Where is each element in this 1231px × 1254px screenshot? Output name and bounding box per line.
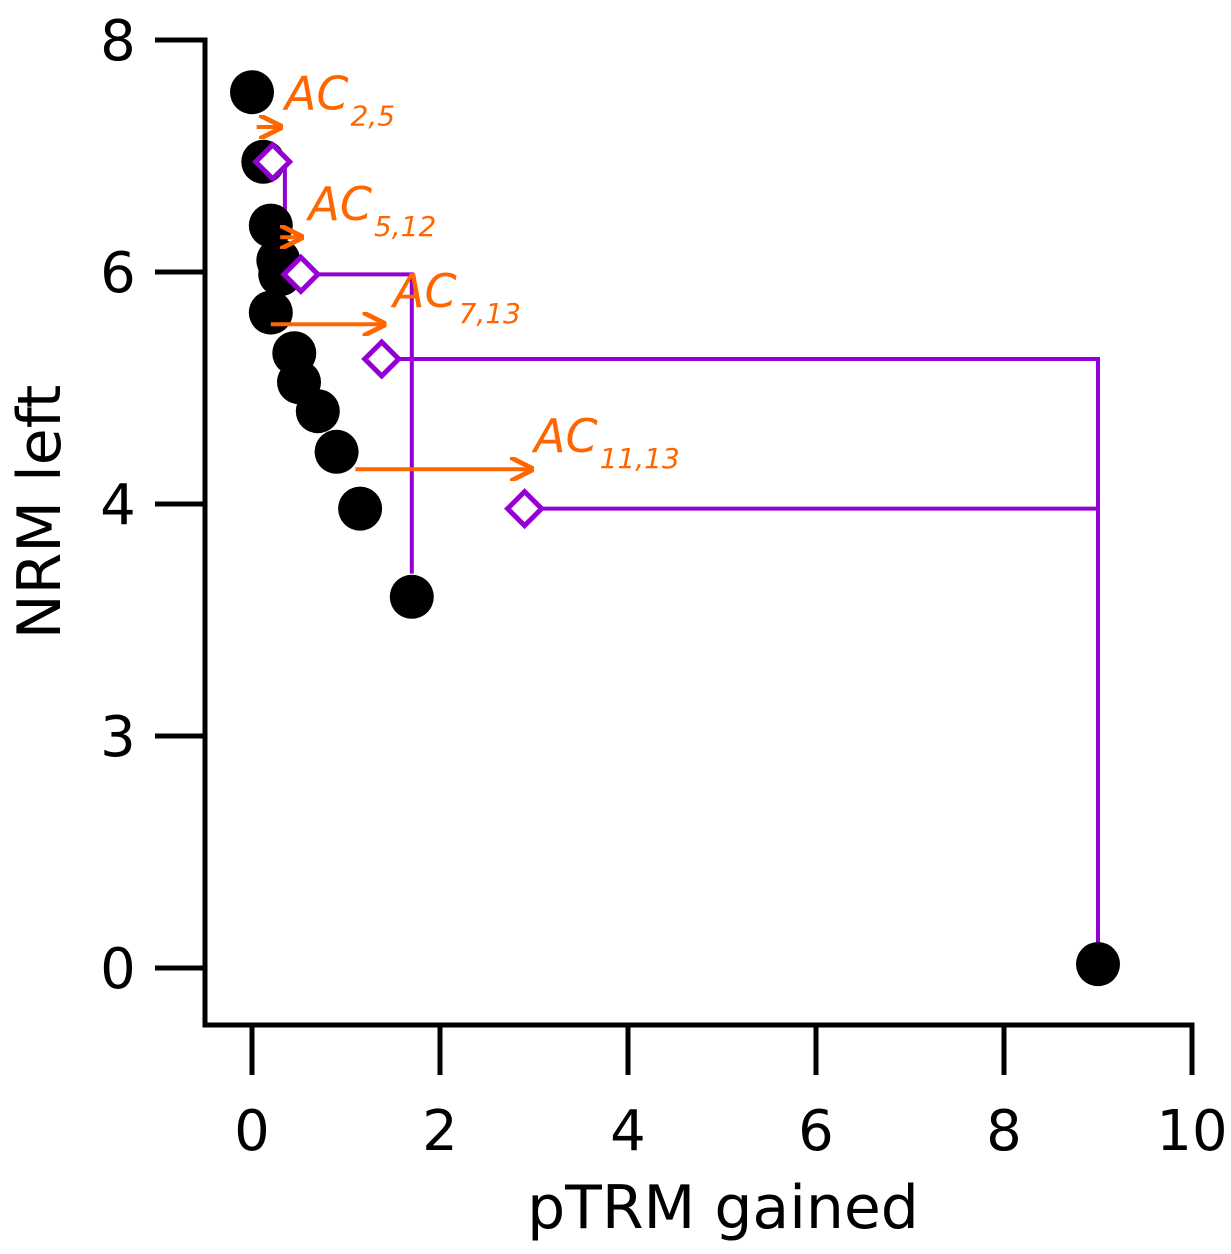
x-tick-label: 2 <box>422 1099 458 1164</box>
data-point <box>230 70 274 115</box>
data-point <box>1076 942 1120 987</box>
ac-label-main: AC <box>531 409 598 463</box>
data-point <box>258 252 303 297</box>
x-tick-label: 6 <box>798 1099 834 1164</box>
y-tick-label: 3 <box>100 705 136 770</box>
x-tick-label: 10 <box>1156 1099 1227 1164</box>
ac-label-subscript: 7,13 <box>459 297 521 330</box>
y-tick-label: 8 <box>100 9 136 74</box>
y-tick-label: 0 <box>100 937 136 1002</box>
data-points <box>230 70 1120 987</box>
ptrm-check-points <box>252 141 546 530</box>
x-tick-label: 8 <box>986 1099 1022 1164</box>
y-tick-label: 4 <box>100 473 136 538</box>
ac-label-subscript: 11,13 <box>600 442 680 475</box>
ac-label: AC7,13 <box>390 264 521 330</box>
y-tick-label: 6 <box>100 241 136 306</box>
ptrm-check-point <box>252 141 294 183</box>
ac-label-subscript: 2,5 <box>350 100 395 133</box>
data-point <box>314 429 359 474</box>
data-point <box>338 486 383 531</box>
ac-label-subscript: 5,12 <box>374 210 436 243</box>
ptrm-check-point <box>504 488 546 530</box>
ptrm-check-point <box>361 338 403 380</box>
ptrm-check-point <box>280 253 322 295</box>
data-point <box>295 389 340 434</box>
axes: 0 2 4 6 8 10 0 3 4 6 8 <box>100 9 1227 1164</box>
ac-label: AC2,5 <box>282 67 395 133</box>
ac-label-main: AC <box>390 264 457 318</box>
ac-label: AC11,13 <box>531 409 680 475</box>
x-tick-label: 0 <box>234 1099 270 1164</box>
ac-label-main: AC <box>305 177 372 231</box>
ac-label: AC5,12 <box>305 177 436 243</box>
x-axis-title: pTRM gained <box>527 1173 919 1243</box>
data-point <box>389 574 434 619</box>
check-bracket <box>381 357 1100 957</box>
ac-label-main: AC <box>282 67 349 121</box>
check-bracket <box>300 272 414 574</box>
x-tick-label: 4 <box>610 1099 646 1164</box>
y-axis-title: NRM left <box>5 385 75 640</box>
data-point <box>248 290 293 335</box>
